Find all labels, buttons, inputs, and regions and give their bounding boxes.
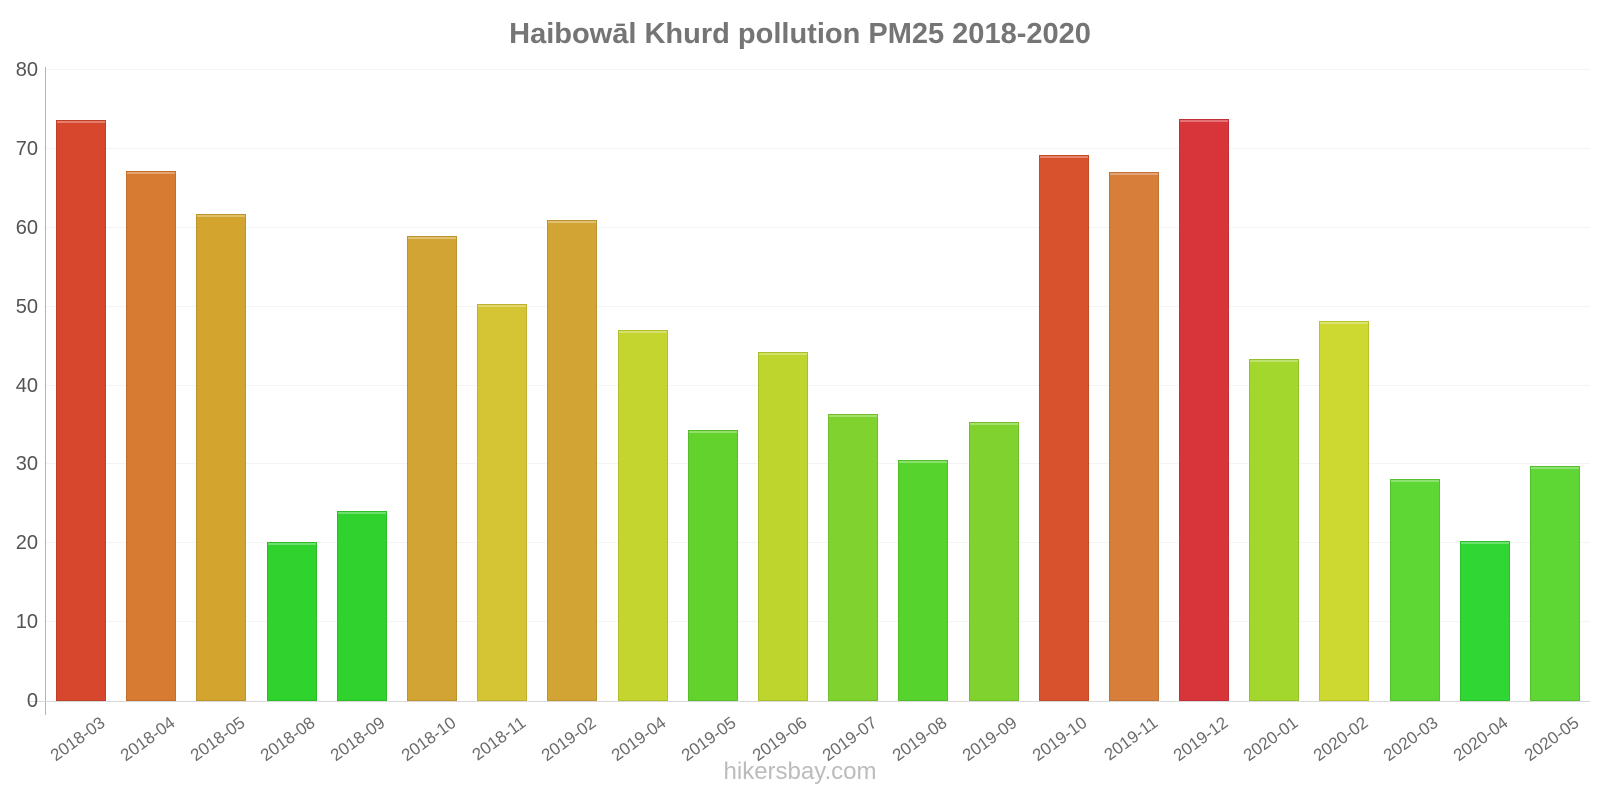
bar-chart-plot-area: 2018-03 2018-04 2018-05 2018-08 2018-09 2018-… [16,59,1590,765]
bar[interactable] [126,170,177,701]
gridline [46,305,1590,307]
bar[interactable] [477,304,528,701]
y-axis-tick-label: 20 [15,532,38,555]
gridline [46,226,1590,228]
gridline [46,463,1590,465]
y-axis-tick-label: 60 [15,216,38,239]
watermark-text: hikersbay.com [723,758,877,785]
bar-slot: 2019-10 [1029,70,1099,765]
chart-title: Haibowāl Khurd pollution PM25 2018-2020 [509,18,1091,50]
bar[interactable] [407,236,458,701]
bar[interactable] [1530,465,1581,701]
bar[interactable] [898,459,949,701]
bar[interactable] [336,510,387,701]
gridline [46,69,1590,70]
y-axis-tick-label: 70 [15,137,38,160]
bar-slot: 2019-04 [608,70,678,765]
bar-slot: 2019-09 [958,70,1028,765]
bar-slot: 2019-06 [748,70,818,765]
gridline [46,542,1590,544]
bar-slot: 2019-05 [678,70,748,765]
y-axis-tick-label: 40 [15,374,38,397]
bar[interactable] [757,351,808,701]
bar[interactable] [1249,358,1300,701]
bar-slot: 2019-07 [818,70,888,765]
bar-slot: 2020-05 [1520,70,1590,765]
bar[interactable] [196,213,247,701]
bar-slot: 2019-08 [888,70,958,765]
bar-slot: 2018-10 [397,70,467,765]
bar-slot: 2020-04 [1450,70,1520,765]
bar[interactable] [1108,171,1159,701]
bar-slot: 2019-11 [1099,70,1169,764]
y-axis-tick-label: 50 [15,295,38,318]
bar[interactable] [617,330,668,701]
bar[interactable] [828,413,879,701]
y-axis-tick-label: 30 [15,453,38,476]
y-axis-tick-label: 0 [26,690,38,712]
bar-slot: 2018-04 [116,70,186,765]
bar-slot: 2019-02 [537,70,607,765]
y-axis-tick-label: 80 [15,59,38,81]
bar[interactable] [1319,320,1370,701]
bar-slot: 2020-02 [1309,70,1379,765]
bar[interactable] [687,429,738,701]
bar[interactable] [1459,540,1510,701]
bar[interactable] [1389,478,1440,701]
bar-slot: 2019-12 [1169,70,1239,765]
bar-slot: 2018-03 [46,70,116,765]
bar-slot: 2018-11 [467,70,537,764]
gridline [46,621,1590,623]
bar[interactable] [547,219,598,701]
bar[interactable] [1179,118,1230,701]
bar-slot: 2018-05 [186,70,256,765]
gridline [46,384,1590,386]
bar-slot: 2018-09 [327,70,397,765]
bar-slot: 2018-08 [257,70,327,765]
bars-container: 2018-03 2018-04 2018-05 2018-08 2018-09 2018-… [46,70,1590,765]
bar[interactable] [266,541,317,701]
bar-slot: 2020-03 [1380,70,1450,765]
gridline [46,147,1590,149]
y-axis-tick-label: 10 [15,611,38,634]
x-axis-baseline [30,701,1590,702]
bar[interactable] [968,421,1019,701]
y-axis-line [45,67,46,715]
bar[interactable] [1038,155,1089,701]
bar[interactable] [56,119,107,701]
bar-slot: 2020-01 [1239,70,1309,765]
